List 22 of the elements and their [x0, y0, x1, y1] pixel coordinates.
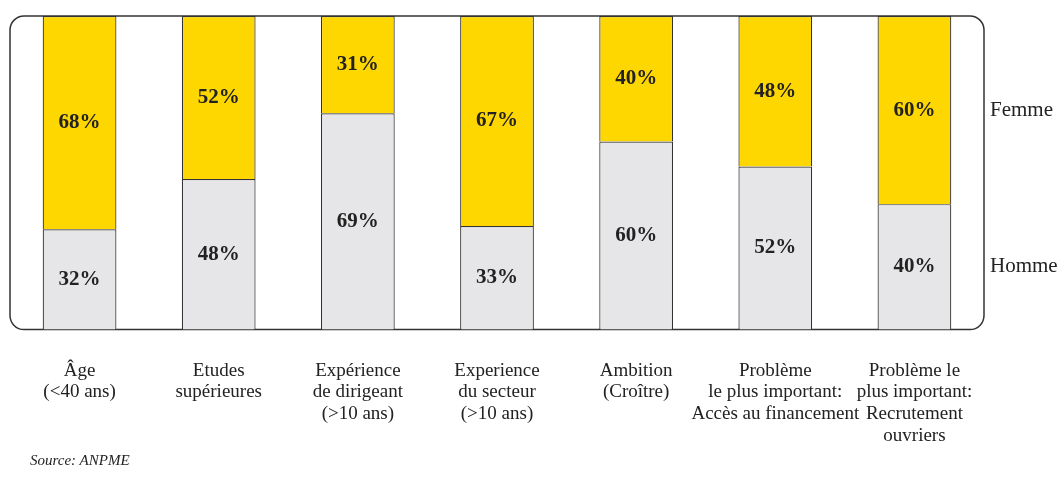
data-label: 33%: [476, 264, 518, 289]
data-label: 40%: [893, 253, 936, 278]
data-label: 31%: [336, 51, 379, 76]
data-label: 32%: [58, 265, 101, 290]
x-tick-label: Experience du secteur (>10 ans): [454, 358, 540, 425]
x-tick-label: Âge (<40 ans): [43, 358, 116, 403]
data-label: 60%: [615, 221, 658, 246]
data-label: 48%: [197, 240, 240, 265]
data-label: 67%: [476, 107, 518, 132]
series-label: Homme: [990, 253, 1058, 278]
x-tick-label: Expérience de dirigeant (>10 ans): [312, 358, 404, 425]
x-tick-label: Etudes supérieures: [175, 358, 262, 402]
data-label: 69%: [336, 207, 379, 232]
data-label: 48%: [754, 77, 797, 102]
data-label: 52%: [754, 234, 797, 259]
data-label: 60%: [893, 96, 936, 121]
data-label: 68%: [58, 109, 101, 134]
x-tick-label: Ambition (Croître): [599, 358, 674, 403]
series-label: Femme: [990, 96, 1053, 121]
source-note: Source: ANPME: [30, 451, 130, 468]
data-label: 52%: [197, 83, 240, 108]
data-label: 40%: [615, 65, 658, 90]
